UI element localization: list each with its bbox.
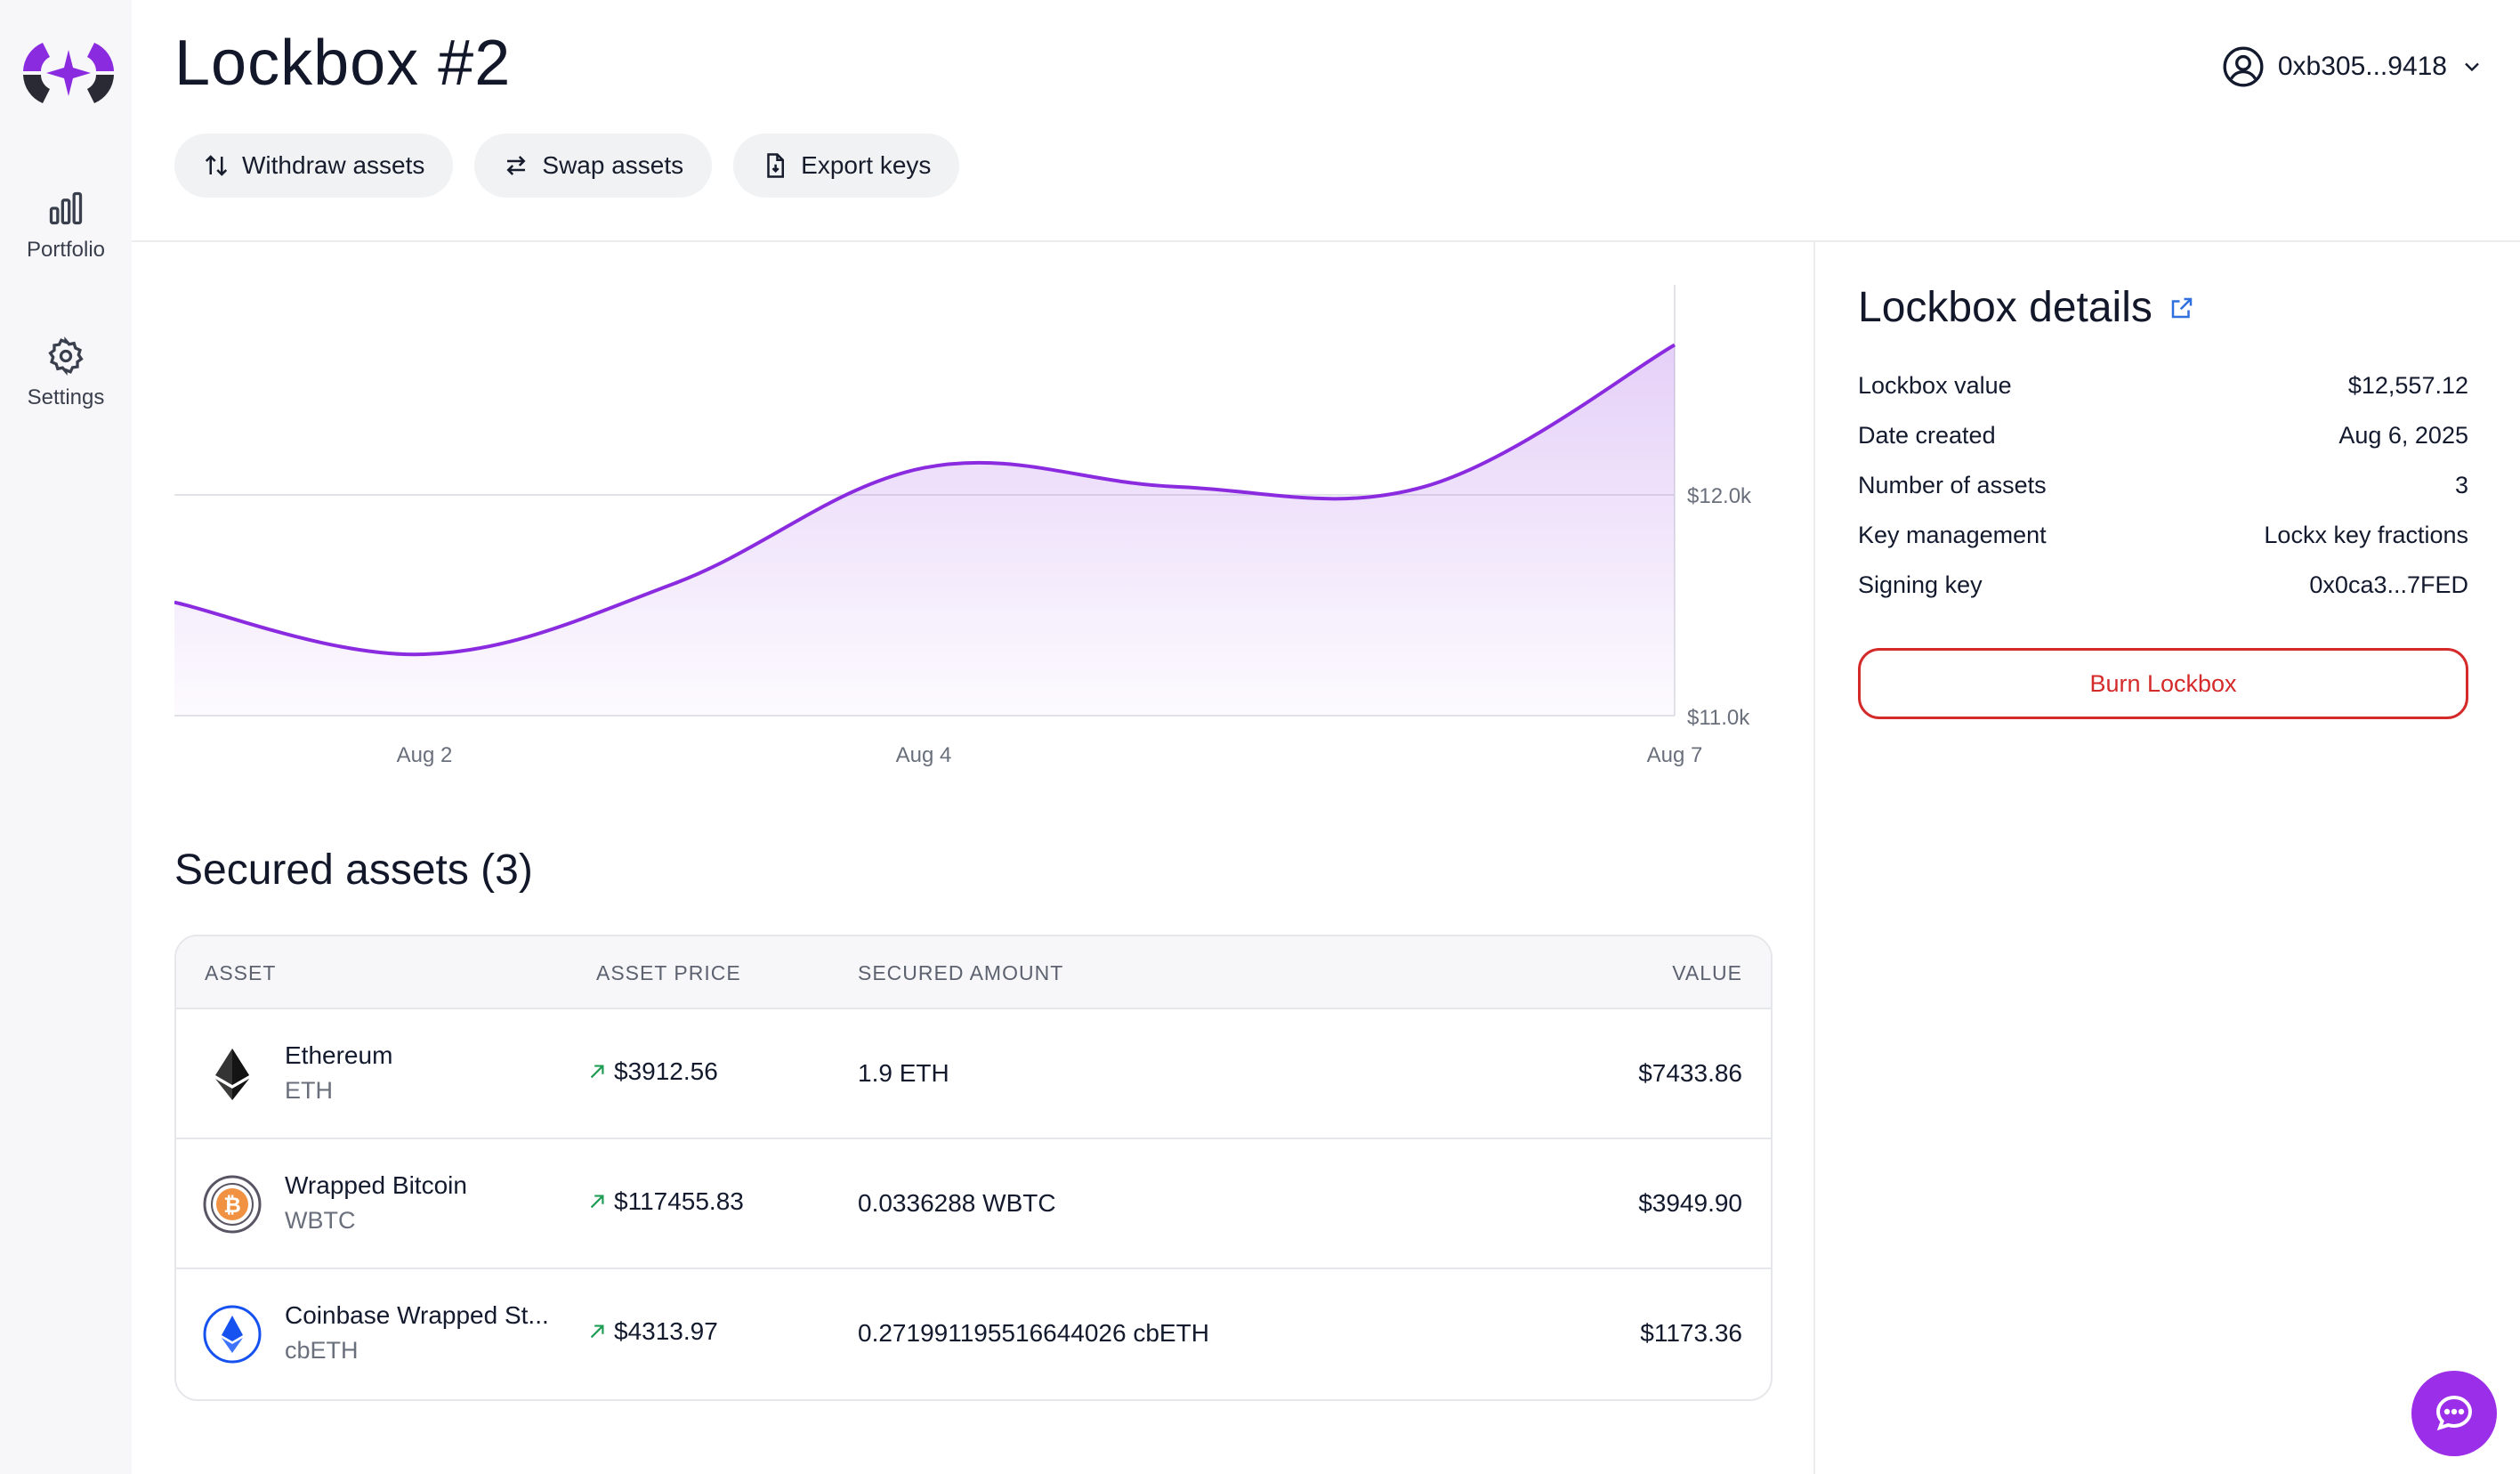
detail-value: Aug 6, 2025	[2338, 422, 2468, 449]
trend-up-icon	[590, 1065, 604, 1079]
table-row[interactable]: Coinbase Wrapped St... cbETH $4313.97 0.…	[176, 1269, 1771, 1397]
withdraw-assets-button[interactable]: Withdraw assets	[174, 134, 454, 198]
svg-text:₿: ₿	[223, 1193, 241, 1218]
arrows-up-down-icon	[205, 155, 228, 176]
column-header-asset-price[interactable]: ASSET PRICE	[596, 961, 741, 984]
asset-price: $4313.97	[587, 1317, 718, 1346]
asset-name: Ethereum	[285, 1041, 393, 1069]
detail-label: Date created	[1858, 422, 1996, 449]
chart-ytick-12k: $12.0k	[1687, 484, 1752, 508]
header-divider	[132, 240, 2520, 242]
action-bar: Withdraw assets Swap assets Export keys	[174, 134, 960, 198]
page-title: Lockbox #2	[174, 28, 512, 99]
sidebar-item-label: Settings	[27, 385, 105, 409]
burn-lockbox-button[interactable]: Burn Lockbox	[1858, 648, 2468, 719]
asset-symbol: cbETH	[285, 1337, 359, 1364]
table-header: ASSET ASSET PRICE SECURED AMOUNT VALUE	[176, 936, 1771, 1009]
detail-signing-key: Signing key 0x0ca3...7FED	[1858, 571, 2468, 599]
detail-date-created: Date created Aug 6, 2025	[1858, 422, 2468, 449]
sidebar-item-portfolio[interactable]: Portfolio	[0, 189, 132, 263]
user-circle-icon	[2223, 46, 2264, 87]
swap-assets-button[interactable]: Swap assets	[474, 134, 713, 198]
asset-price: $3912.56	[587, 1057, 718, 1086]
lockbox-details-title: Lockbox details	[1858, 283, 2195, 332]
detail-value[interactable]: 0x0ca3...7FED	[2309, 571, 2468, 598]
sidebar: Portfolio Settings	[0, 0, 132, 1474]
detail-label: Lockbox value	[1858, 372, 2012, 399]
asset-amount: 0.0336288 WBTC	[858, 1189, 1056, 1217]
detail-key-management: Key management Lockx key fractions	[1858, 522, 2468, 549]
external-link-icon[interactable]	[2169, 295, 2195, 321]
asset-amount: 0.271991195516644026 cbETH	[858, 1319, 1209, 1347]
table-row[interactable]: Ethereum ETH $3912.56 1.9 ETH $7433.86	[176, 1009, 1771, 1139]
chart-line	[174, 343, 1676, 657]
detail-value: Lockx key fractions	[2264, 522, 2468, 548]
sidebar-item-settings[interactable]: Settings	[0, 336, 132, 410]
asset-price-value: $3912.56	[614, 1057, 718, 1085]
bar-chart-icon	[49, 191, 83, 225]
chart-xtick-aug2: Aug 2	[397, 743, 453, 767]
export-keys-label: Export keys	[801, 151, 932, 179]
asset-name: Coinbase Wrapped St...	[285, 1301, 549, 1329]
column-header-value[interactable]: VALUE	[1672, 961, 1742, 984]
lockbox-details-title-text: Lockbox details	[1858, 284, 2152, 331]
chart-ytick-11k: $11.0k	[1687, 706, 1750, 730]
detail-lockbox-value: Lockbox value $12,557.12	[1858, 372, 2468, 400]
asset-value: $7433.86	[1638, 1059, 1742, 1087]
account-menu[interactable]: 0xb305...9418	[2221, 45, 2484, 89]
chart-xtick-aug4: Aug 4	[896, 743, 952, 767]
sidebar-item-label: Portfolio	[26, 238, 106, 262]
trend-up-icon	[590, 1324, 604, 1339]
cbeth-icon	[203, 1305, 262, 1364]
panel-divider	[1813, 242, 1815, 1474]
swap-arrows-icon	[506, 156, 526, 175]
detail-value: 3	[2454, 472, 2468, 498]
column-header-asset[interactable]: ASSET	[205, 961, 277, 984]
file-export-icon	[767, 153, 785, 178]
value-chart[interactable]: $12.0k $11.0k Aug 2 Aug 4 Aug 7	[174, 267, 1776, 783]
export-keys-button[interactable]: Export keys	[733, 134, 960, 198]
chevron-down-icon	[2465, 62, 2479, 72]
chat-button[interactable]	[2411, 1371, 2497, 1456]
detail-number-of-assets: Number of assets 3	[1858, 472, 2468, 499]
asset-name: Wrapped Bitcoin	[285, 1171, 467, 1199]
account-address: 0xb305...9418	[2277, 52, 2447, 81]
asset-price-value: $117455.83	[614, 1187, 744, 1215]
trend-up-icon	[590, 1195, 604, 1209]
chat-bubble-icon	[2435, 1395, 2473, 1431]
asset-value: $1173.36	[1640, 1319, 1742, 1347]
asset-price-value: $4313.97	[614, 1317, 718, 1345]
lockx-logo[interactable]	[16, 36, 121, 107]
withdraw-assets-label: Withdraw assets	[242, 151, 425, 179]
wrapped-bitcoin-icon: ₿	[203, 1175, 262, 1234]
table-row[interactable]: ₿ Wrapped Bitcoin WBTC $117455.83 0.0336…	[176, 1139, 1771, 1269]
column-header-secured-amount[interactable]: SECURED AMOUNT	[858, 961, 1064, 984]
detail-label: Number of assets	[1858, 472, 2047, 498]
chart-xtick-aug7: Aug 7	[1647, 743, 1703, 767]
secured-assets-title: Secured assets (3)	[174, 846, 533, 894]
swap-assets-label: Swap assets	[542, 151, 684, 179]
ethereum-icon	[215, 1049, 249, 1100]
chart-area	[174, 344, 1675, 716]
detail-label: Key management	[1858, 522, 2047, 548]
asset-price: $117455.83	[587, 1187, 744, 1216]
detail-label: Signing key	[1858, 571, 1983, 598]
asset-symbol: WBTC	[285, 1207, 356, 1234]
asset-symbol: ETH	[285, 1077, 333, 1104]
asset-amount: 1.9 ETH	[858, 1059, 949, 1087]
gear-icon	[48, 336, 84, 376]
detail-value: $12,557.12	[2347, 372, 2468, 399]
assets-table: ASSET ASSET PRICE SECURED AMOUNT VALUE E…	[174, 935, 1773, 1401]
asset-value: $3949.90	[1638, 1189, 1742, 1217]
